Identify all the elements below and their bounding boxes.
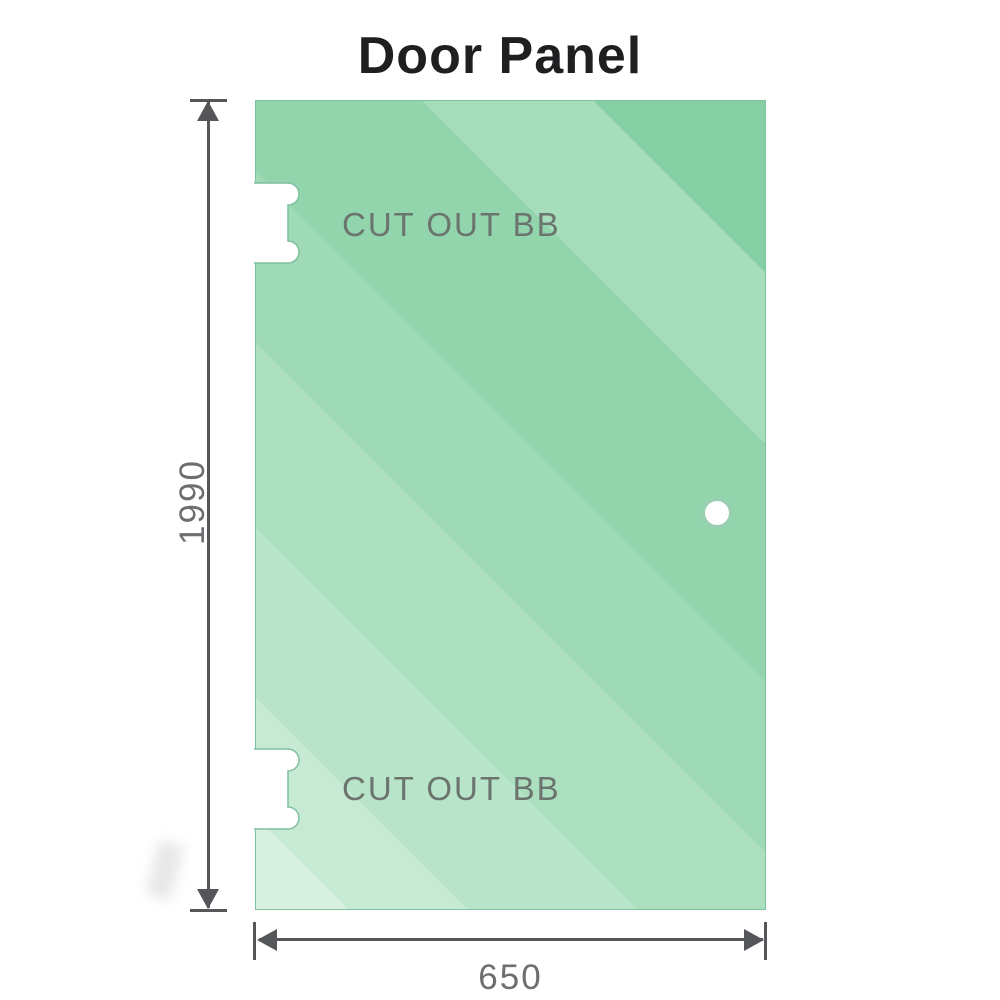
cutout-label-bottom: CUT OUT BB: [342, 770, 561, 807]
glass-panel: [255, 100, 766, 910]
width-dimension-cap-right: [764, 922, 767, 960]
width-dimension-line: [259, 938, 763, 941]
height-dimension-cap-top: [190, 99, 227, 102]
height-dimension-cap-bottom: [190, 909, 227, 912]
arrow-down-icon: [197, 889, 219, 909]
page-title: Door Panel: [357, 27, 643, 85]
height-dimension-value: 1990: [173, 459, 212, 545]
width-dimension-cap-left: [253, 922, 256, 960]
width-dimension-value: 650: [478, 958, 543, 997]
cutout-label-top: CUT OUT BB: [342, 206, 561, 243]
arrow-up-icon: [197, 101, 219, 121]
arrow-right-icon: [744, 929, 764, 951]
arrow-left-icon: [257, 929, 277, 951]
handle-hole-icon: [702, 498, 732, 528]
bb-cutout-notch-top-icon: [248, 182, 300, 264]
background-smudge: [145, 839, 185, 901]
bb-cutout-notch-bottom-icon: [248, 748, 300, 830]
height-dimension-line: [207, 102, 210, 908]
